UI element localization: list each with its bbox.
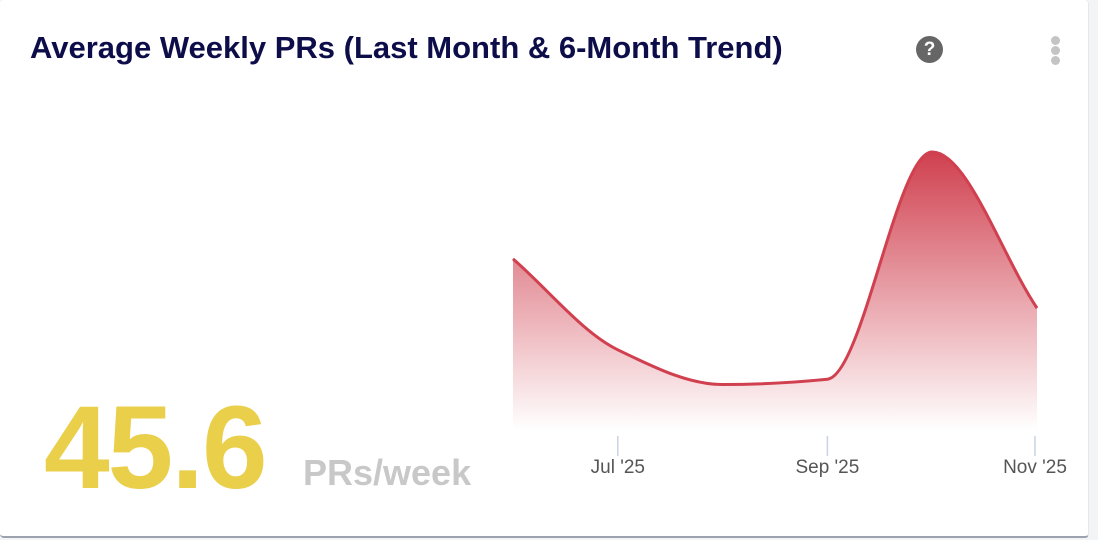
kebab-menu-icon[interactable] xyxy=(1051,36,1061,66)
kpi-value: 45.6 xyxy=(44,382,268,514)
area-fill xyxy=(513,152,1037,430)
kpi-unit: PRs/week xyxy=(303,452,472,493)
card-title: Average Weekly PRs (Last Month & 6-Month… xyxy=(30,30,783,65)
x-tick-label: Sep '25 xyxy=(795,457,859,478)
x-tick-label: Nov '25 xyxy=(1003,457,1067,478)
question-circle-icon[interactable]: ? xyxy=(916,36,943,63)
x-tick-label: Jul '25 xyxy=(591,457,645,478)
series-line xyxy=(512,150,1039,387)
